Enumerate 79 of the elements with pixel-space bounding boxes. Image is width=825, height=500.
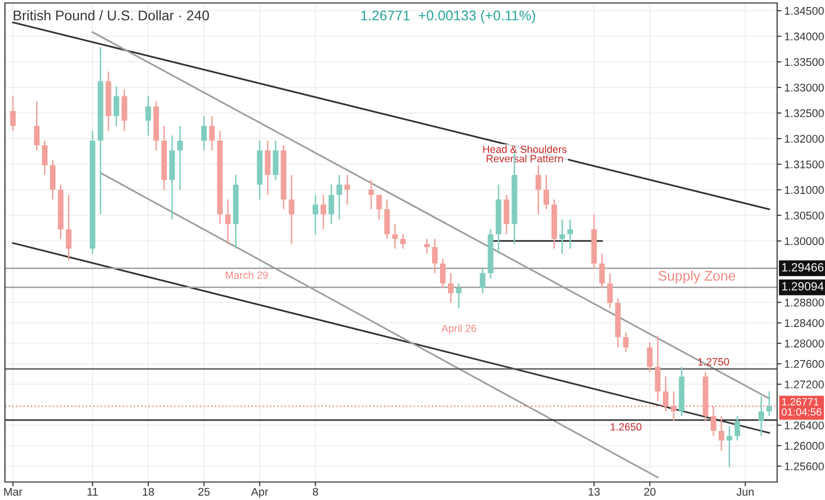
candlestick xyxy=(376,194,382,220)
candlestick xyxy=(718,415,724,452)
candlestick xyxy=(766,390,772,417)
y-tick-label: 1.34000 xyxy=(784,32,824,40)
candlestick xyxy=(607,272,613,309)
x-tick-label: 11 xyxy=(88,488,98,496)
candlestick xyxy=(456,282,462,309)
chart-subtitle: 1.26771 +0.00133 (+0.11%) xyxy=(361,10,536,24)
x-tick-label: Jun xyxy=(736,488,754,496)
y-tick-label: 1.31000 xyxy=(784,186,824,194)
candlestick xyxy=(734,415,740,442)
candlestick xyxy=(392,223,398,250)
candlestick xyxy=(670,390,676,422)
candlestick xyxy=(726,426,732,468)
candlestick xyxy=(288,174,294,245)
candlestick xyxy=(710,406,716,437)
candlestick xyxy=(448,272,454,304)
candlestick xyxy=(344,174,350,206)
candlestick xyxy=(201,115,207,152)
x-tick-label: Mar xyxy=(4,488,22,496)
candlestick xyxy=(599,253,605,289)
candlestick xyxy=(10,95,16,132)
annotation: Supply Zone xyxy=(658,270,736,284)
y-tick-label: 1.27200 xyxy=(784,380,824,388)
x-tick-label: 13 xyxy=(588,488,600,496)
annotation: April 26 xyxy=(441,324,476,334)
candlestick xyxy=(225,198,231,245)
y-tick-label: 1.28000 xyxy=(784,340,824,348)
candlestick xyxy=(320,194,326,230)
y-tick-label: 1.30000 xyxy=(784,237,824,246)
x-tick-label: 8 xyxy=(312,488,318,496)
y-tick-label: 1.28400 xyxy=(784,319,824,327)
candlestick xyxy=(646,342,653,373)
candlestick xyxy=(209,115,215,152)
candlestick xyxy=(432,238,438,274)
y-tick-label: 1.34500 xyxy=(784,6,824,15)
y-tick-label: 1.30500 xyxy=(784,212,824,220)
y-tick-label: 1.27600 xyxy=(784,360,824,368)
candlestick xyxy=(312,194,318,236)
ref-line-label: 1.2750 xyxy=(698,358,729,366)
ref-line-label: 1.29466 xyxy=(782,263,824,272)
x-tick-label: Apr xyxy=(251,488,268,498)
candlestick xyxy=(567,218,573,250)
candlestick xyxy=(400,234,406,250)
candlestick xyxy=(177,125,183,190)
candlestick xyxy=(544,174,550,210)
candlestick xyxy=(114,86,120,127)
x-tick-label: 18 xyxy=(142,488,154,496)
y-tick-label: 1.31500 xyxy=(784,160,824,168)
y-tick-label: 1.28800 xyxy=(784,298,824,307)
candlestick xyxy=(368,179,374,210)
ref-line-label: 1.29094 xyxy=(782,282,824,290)
candlestick xyxy=(623,332,629,353)
candlestick xyxy=(336,174,342,220)
y-tick-label: 1.26400 xyxy=(784,421,824,430)
candlestick xyxy=(42,140,48,176)
y-tick-label: 1.33000 xyxy=(784,84,824,92)
x-tick-label: 25 xyxy=(198,488,210,496)
candlestick xyxy=(559,218,565,254)
candlestick xyxy=(536,164,542,216)
chart-title: British Pound / U.S. Dollar · 240 xyxy=(14,10,209,20)
candlestick xyxy=(662,376,668,412)
x-tick-label: 20 xyxy=(644,488,656,496)
candlestick xyxy=(66,194,72,262)
y-tick-label: 1.32500 xyxy=(784,109,824,118)
y-tick-label: 1.26000 xyxy=(784,442,824,450)
ref-line-label: 1.2650 xyxy=(610,423,642,431)
candlestick xyxy=(328,184,334,225)
annotation: March 29 xyxy=(226,271,268,279)
ref-line-label: 1.26771 01:04:56 xyxy=(782,398,822,416)
y-tick-label: 1.25600 xyxy=(784,462,824,470)
y-tick-label: 1.32000 xyxy=(784,134,824,143)
candlestick xyxy=(34,100,40,152)
y-tick-label: 1.33500 xyxy=(784,58,824,66)
candlestick xyxy=(480,268,486,294)
candlestick xyxy=(424,238,430,254)
candlestick xyxy=(145,95,152,136)
candlestick xyxy=(758,396,764,437)
candlestick xyxy=(440,258,446,289)
